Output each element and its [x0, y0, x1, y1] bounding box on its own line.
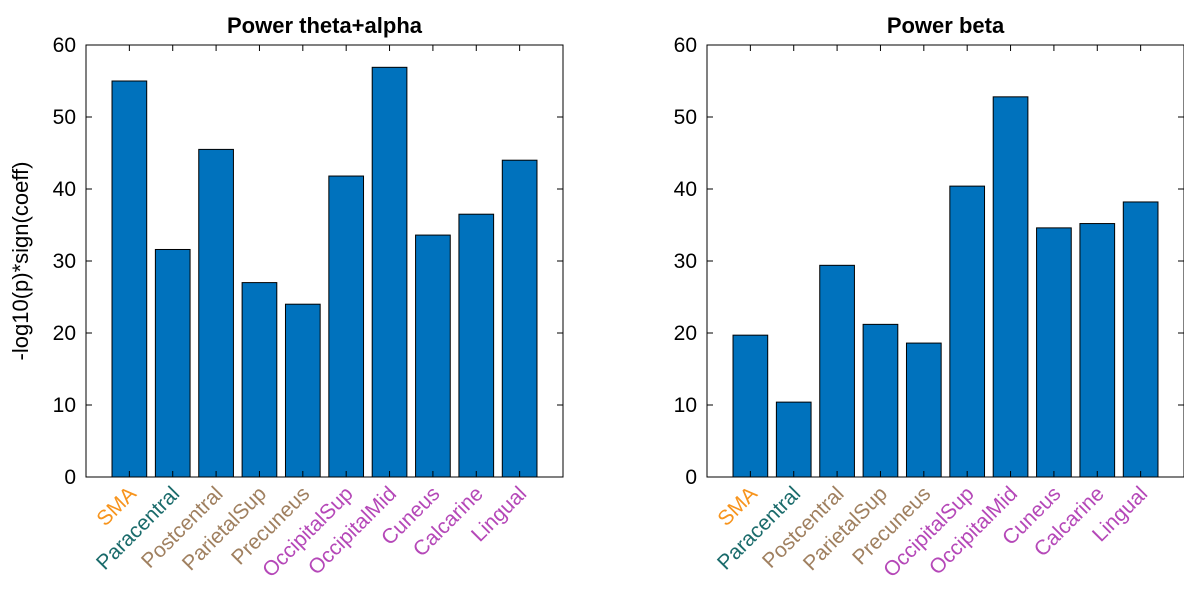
y-axis-label: -log10(p)*sign(coeff) [8, 162, 33, 361]
ytick-label: 60 [53, 34, 76, 57]
bar-calcarine [1080, 224, 1115, 477]
ytick-label: 20 [53, 322, 76, 345]
bar-precuneus [906, 343, 941, 477]
ytick-label: 50 [53, 106, 76, 129]
ytick-label: 60 [674, 34, 697, 57]
bar-cuneus [416, 235, 451, 477]
chart-power-theta-alpha: 0102030405060SMAParacentralPostcentralPa… [8, 13, 563, 582]
ytick-label: 10 [53, 394, 76, 417]
ytick-label: 10 [674, 394, 697, 417]
ytick-label: 40 [674, 178, 697, 201]
bar-sma [733, 335, 768, 477]
bar-occipitalmid [993, 97, 1028, 477]
bar-occipitalsup [950, 186, 985, 477]
ytick-label: 50 [674, 106, 697, 129]
ytick-label: 0 [685, 466, 697, 489]
bar-occipitalsup [329, 176, 364, 477]
ytick-label: 30 [53, 250, 76, 273]
chart-title: Power beta [887, 13, 1005, 38]
bar-cuneus [1037, 228, 1072, 477]
chart-power-beta: 0102030405060SMAParacentralPostcentralPa… [674, 13, 1184, 582]
bar-paracentral [776, 402, 811, 477]
bar-lingual [502, 160, 537, 477]
bar-lingual [1123, 202, 1158, 477]
bar-precuneus [285, 304, 320, 477]
ytick-label: 0 [64, 466, 76, 489]
bar-occipitalmid [372, 67, 407, 477]
chart-title: Power theta+alpha [227, 13, 423, 38]
bar-postcentral [199, 149, 234, 477]
bar-parietalsup [242, 283, 277, 477]
bar-postcentral [820, 265, 855, 477]
bar-sma [112, 81, 147, 477]
bar-calcarine [459, 214, 494, 477]
ytick-label: 30 [674, 250, 697, 273]
bar-parietalsup [863, 324, 898, 477]
bar-paracentral [155, 249, 190, 477]
ytick-label: 20 [674, 322, 697, 345]
ytick-label: 40 [53, 178, 76, 201]
